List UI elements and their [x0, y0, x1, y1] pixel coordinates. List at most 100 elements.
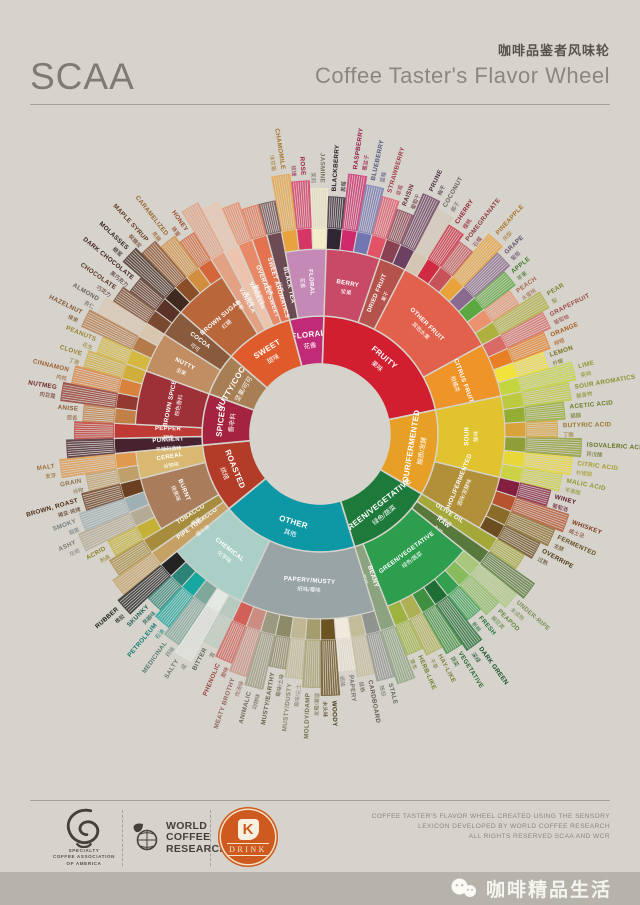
svg-text:花香: 花香	[303, 340, 317, 350]
stripe	[264, 203, 273, 233]
stripe	[380, 199, 393, 237]
wcr-globe-icon	[133, 823, 158, 851]
stripe	[251, 206, 262, 236]
stripe	[362, 636, 371, 674]
stripe	[165, 243, 191, 274]
stripe	[432, 228, 455, 261]
svg-text:玫瑰: 玫瑰	[290, 165, 299, 177]
stripe	[397, 625, 410, 654]
stripe	[386, 629, 405, 682]
band-petroleum	[154, 586, 194, 628]
stripe	[465, 254, 499, 288]
credit-text: COFFEE TASTER'S FLAVOR WHEEL CREATED USI…	[372, 812, 610, 842]
stripe	[407, 621, 421, 649]
stripe	[519, 487, 549, 497]
svg-text:ROSE: ROSE	[298, 156, 306, 176]
stripe	[526, 444, 581, 448]
stripe	[247, 208, 258, 237]
stripe	[398, 214, 412, 243]
stripe	[367, 635, 380, 681]
outer-label-moldy-damp: MOLDY/DAMP 发霉/潮湿	[303, 692, 321, 739]
stripe	[124, 260, 166, 297]
stripe	[516, 498, 568, 517]
stripe	[247, 632, 263, 685]
stripe	[483, 283, 514, 308]
svg-text:陈旧: 陈旧	[378, 685, 389, 697]
segment-isovaleric-acid	[503, 436, 527, 453]
stripe	[345, 175, 354, 229]
stripe	[139, 279, 163, 300]
stripe	[118, 294, 150, 317]
stripe	[177, 605, 204, 644]
stripe	[487, 295, 513, 314]
stripe	[434, 606, 461, 645]
stripe	[207, 616, 223, 643]
band-coconut	[414, 208, 453, 259]
svg-text:MOLDY/DAMP: MOLDY/DAMP	[303, 693, 312, 739]
stripe	[515, 502, 567, 521]
stripe	[60, 455, 115, 463]
stripe	[486, 293, 512, 312]
stripe	[523, 469, 562, 477]
stripe	[525, 410, 564, 415]
stripe	[251, 633, 267, 687]
stripe	[470, 260, 505, 293]
stripe	[62, 466, 116, 477]
stripe	[67, 447, 114, 452]
stripe	[75, 423, 114, 426]
stripe	[455, 589, 476, 614]
stripe	[84, 523, 134, 548]
stripe	[373, 633, 387, 679]
svg-text:柠檬: 柠檬	[551, 356, 564, 367]
stripe	[255, 205, 265, 235]
stripe	[330, 197, 333, 228]
stripe	[283, 638, 289, 669]
wcr-line-2: COFFEE	[166, 831, 211, 844]
stripe	[339, 198, 344, 229]
footer-divider	[30, 800, 610, 801]
svg-text:香辛料: 香辛料	[226, 412, 237, 433]
svg-text:苦: 苦	[207, 650, 217, 659]
stripe	[88, 311, 138, 338]
band-ashy	[77, 512, 136, 552]
stripe	[173, 602, 201, 641]
stripe	[100, 342, 129, 356]
stripe	[295, 639, 301, 678]
stripe	[67, 445, 114, 450]
stripe	[488, 553, 534, 585]
stripe	[506, 324, 549, 345]
stripe	[497, 299, 545, 328]
stripe	[416, 210, 439, 252]
stripe	[260, 635, 274, 689]
wcr-line-1: WORLD	[166, 820, 208, 833]
stripe	[493, 546, 519, 564]
stripe	[437, 232, 460, 264]
segment-woody	[320, 617, 337, 641]
stripe	[446, 597, 481, 641]
label-sour: SOUR 酸味	[463, 426, 479, 445]
stripe	[190, 235, 208, 261]
stripe	[84, 408, 115, 413]
stripe	[457, 238, 494, 280]
stripe	[393, 627, 414, 679]
stripe	[297, 640, 303, 679]
stripe	[114, 554, 153, 583]
stripe	[500, 305, 548, 333]
stripe	[377, 632, 391, 678]
stripe	[86, 358, 124, 372]
stripe	[122, 563, 160, 593]
stripe	[311, 640, 314, 687]
stripe	[293, 182, 299, 229]
stripe	[67, 451, 114, 457]
stripe	[126, 258, 167, 296]
stripe	[88, 478, 118, 486]
stripe	[99, 309, 140, 333]
stripe	[421, 614, 441, 648]
stripe	[517, 494, 547, 505]
